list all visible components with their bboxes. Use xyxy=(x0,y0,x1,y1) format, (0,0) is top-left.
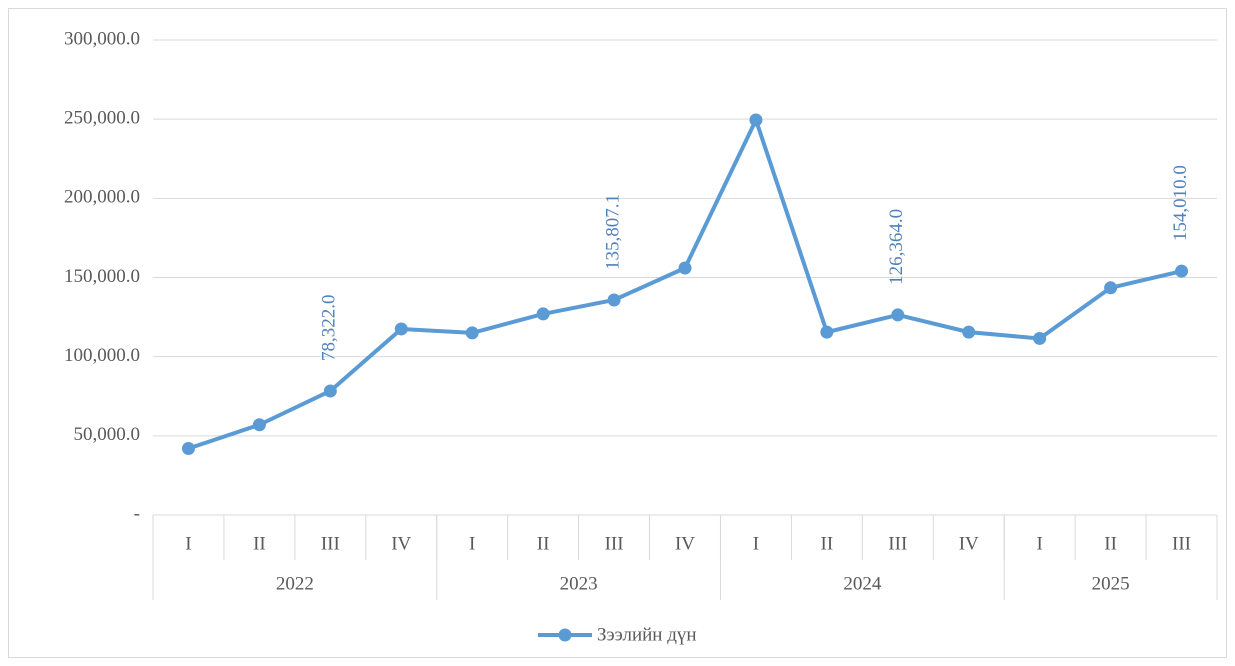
marker xyxy=(465,326,479,340)
data-label: 154,010.0 xyxy=(1170,165,1191,241)
x-tick-label: III xyxy=(888,533,907,554)
x-tick-label: II xyxy=(821,533,834,554)
x-tick-label: I xyxy=(469,533,475,554)
data-label: 126,364.0 xyxy=(886,209,907,285)
marker xyxy=(394,322,408,336)
marker xyxy=(252,418,266,432)
y-tick-label: 200,000.0 xyxy=(64,187,140,208)
marker xyxy=(891,308,905,322)
marker xyxy=(749,113,763,127)
y-tick-label: 100,000.0 xyxy=(64,345,140,366)
legend-label: Зээлийн дүн xyxy=(597,624,697,645)
marker xyxy=(536,307,550,321)
x-tick-label: II xyxy=(537,533,550,554)
marker xyxy=(607,293,621,307)
x-tick-label: IV xyxy=(391,533,411,554)
marker xyxy=(820,325,834,339)
y-tick-label: 250,000.0 xyxy=(64,108,140,129)
y-tick-label: 50,000.0 xyxy=(74,424,141,445)
y-tick-label: 150,000.0 xyxy=(64,266,140,287)
x-tick-label: III xyxy=(321,533,340,554)
line xyxy=(187,117,1182,451)
marker xyxy=(1104,281,1118,295)
marker xyxy=(1175,264,1189,278)
legend-marker xyxy=(558,628,572,642)
data-label: 135,807.1 xyxy=(602,194,623,270)
x-tick-label: I xyxy=(1037,533,1043,554)
marker xyxy=(323,384,337,398)
x-tick-label: III xyxy=(1172,533,1191,554)
x-tick-label: I xyxy=(185,533,191,554)
x-tick-label: I xyxy=(753,533,759,554)
group-label: 2023 xyxy=(560,573,598,594)
group-label: 2022 xyxy=(276,573,314,594)
marker xyxy=(962,325,976,339)
y-tick-label: 300,000.0 xyxy=(64,28,140,49)
data-label: 78,322.0 xyxy=(319,294,340,361)
x-tick-label: II xyxy=(1104,533,1117,554)
x-tick-label: II xyxy=(253,533,266,554)
marker xyxy=(181,442,195,455)
x-tick-label: IV xyxy=(959,533,979,554)
chart-border xyxy=(8,8,1227,658)
group-label: 2024 xyxy=(843,573,882,594)
group-label: 2025 xyxy=(1092,573,1130,594)
marker xyxy=(1033,331,1047,345)
y-tick-label: - xyxy=(134,503,140,524)
x-tick-label: III xyxy=(605,533,624,554)
x-tick-label: IV xyxy=(675,533,695,554)
marker xyxy=(678,261,692,275)
